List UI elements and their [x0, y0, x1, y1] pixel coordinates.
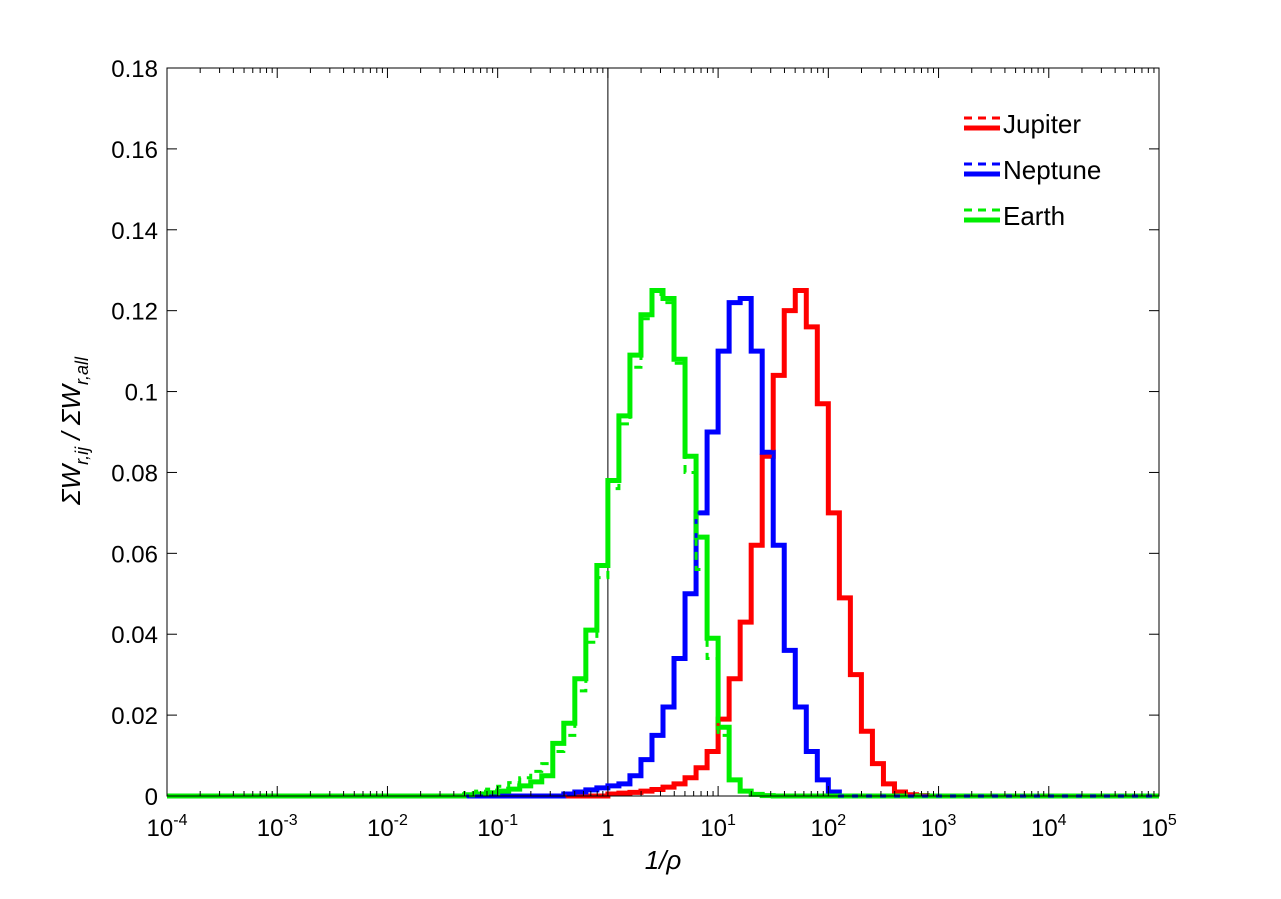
y-tick-label-9: 0.18 — [111, 56, 158, 83]
series-line-neptune-dashed — [167, 297, 1159, 798]
x-tick-label-2: 10-2 — [367, 812, 408, 842]
y-tick-label-7: 0.14 — [111, 218, 158, 245]
x-tick-label-0: 10-4 — [147, 812, 188, 842]
x-tick-label-5: 101 — [700, 812, 736, 842]
y-tick-label-6: 0.12 — [111, 299, 158, 326]
x-tick-label-8: 104 — [1031, 812, 1067, 842]
x-axis-label: 1/ρ — [645, 845, 682, 875]
axes: 0 0.02 0.04 0.06 0.08 0.1 0.12 0.14 0.16 0.18 10-4… — [111, 56, 1177, 842]
x-tick-label-6: 102 — [811, 812, 847, 842]
series-group — [167, 287, 1159, 799]
y-tick-label-2: 0.04 — [111, 622, 158, 649]
legend-label-jupiter: Jupiter — [1003, 109, 1081, 139]
legend-label-neptune: Neptune — [1003, 155, 1101, 185]
y-axis-label: ΣWr,ij / ΣWr,all — [56, 356, 92, 506]
y-tick-label-0: 0 — [145, 784, 158, 811]
plot-area — [167, 68, 1159, 799]
x-tick-label-4: 1 — [601, 815, 614, 842]
legend-label-earth: Earth — [1003, 201, 1065, 231]
x-tick-label-3: 10-1 — [477, 812, 518, 842]
y-tick-label-1: 0.02 — [111, 703, 158, 730]
y-tick-label-8: 0.16 — [111, 137, 158, 164]
axes-box — [166, 67, 1160, 797]
legend: Jupiter Neptune Earth — [964, 109, 1101, 231]
y-tick-label-5: 0.1 — [125, 380, 158, 407]
x-tick-label-7: 103 — [921, 812, 957, 842]
x-tick-label-1: 10-3 — [257, 812, 298, 842]
series-line-jupiter-dashed — [167, 288, 1159, 798]
x-tick-label-9: 105 — [1141, 812, 1177, 842]
y-tick-label-3: 0.06 — [111, 541, 158, 568]
series-line-earth-dashed — [167, 292, 1159, 798]
y-tick-label-4: 0.08 — [111, 460, 158, 487]
